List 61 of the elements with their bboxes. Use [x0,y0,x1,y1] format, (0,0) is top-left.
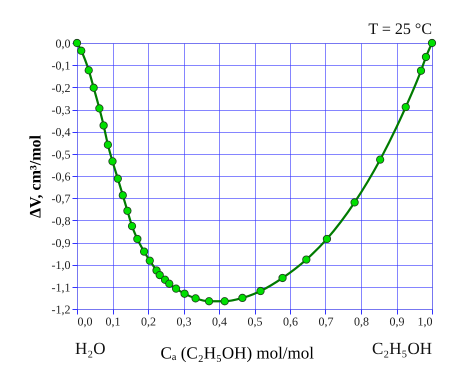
point [100,121,108,130]
point [350,198,359,206]
text: T = 25 °C [368,21,432,38]
point [84,66,93,74]
point [220,297,229,306]
y-tick-label: 0,0 [56,36,70,50]
y-tick-label: -0,9 [52,236,70,250]
point [428,38,436,48]
x-tick-label: 0,8 [354,314,369,328]
text: C₂H₅OH [372,339,432,358]
y-tick-label: -1,2 [52,302,70,316]
x-tick-label: 0,0 [78,314,92,328]
point [278,274,287,282]
point [104,140,112,149]
point [376,155,384,164]
y-tick-label: -0,5 [52,147,70,162]
point [146,256,154,265]
y-tick-label: -0,6 [52,170,70,184]
y-tick-label: -0,7 [52,192,70,206]
x-tick-label: 0,5 [248,314,262,328]
point [77,46,86,55]
point [256,286,265,296]
y-tick-label: -1,1 [52,280,70,294]
x-tick-label: 0,6 [283,314,298,328]
point [95,104,104,112]
x-tick-label: 0,7 [318,314,334,328]
point [165,280,174,288]
x-axis-title: Cₐ (C₂H₅OH) mol/mol [160,344,314,362]
x-tick-label: 0,9 [390,314,404,328]
point [238,294,247,302]
text: H₂O [75,339,106,358]
y-tick-label: -0,2 [52,80,70,95]
point [422,52,430,62]
x-tick-label: 1,0 [418,314,432,328]
x-tick-label: 0,2 [141,314,156,328]
point [172,284,180,293]
y-tick-label: -0,4 [52,125,70,140]
y-tick-label: -0,3 [52,103,70,117]
x-tick-label: 0,3 [176,314,192,328]
x-tick-label: 0,1 [106,314,120,328]
y-tick-label: -0,1 [52,58,70,73]
point [140,247,148,256]
point [90,84,98,92]
point [302,255,310,264]
point [402,102,410,112]
point [114,174,122,183]
point [191,294,200,302]
point [123,206,132,215]
point [118,191,127,200]
y-tick-label: -1,0 [52,258,70,272]
point [180,290,189,298]
point [108,157,117,166]
point [156,270,164,280]
point [128,222,136,230]
y-tick-label: -0,8 [52,214,70,228]
point [204,297,214,306]
point [416,66,426,75]
x-tick-label: 0,4 [212,314,227,328]
point [133,234,142,244]
point [322,234,332,244]
y-axis-title: ΔV, cm³/mol [28,134,45,218]
